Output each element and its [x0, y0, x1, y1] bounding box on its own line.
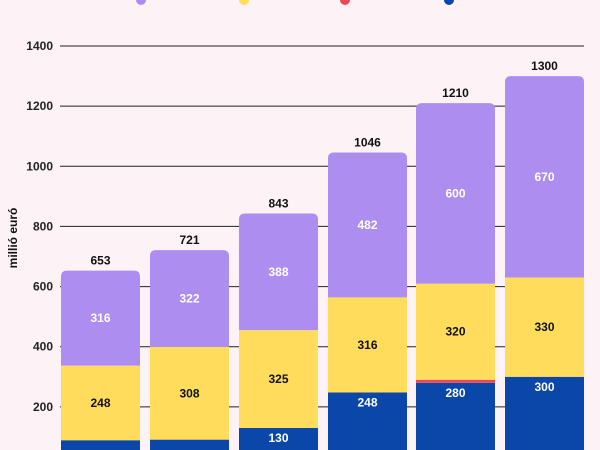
bar-segment — [416, 379, 495, 383]
segment-value-label: 316 — [357, 338, 377, 352]
bar-segment — [150, 439, 229, 450]
bar-segment — [61, 270, 140, 366]
bar-segment — [416, 283, 495, 380]
bar-total-label: 1300 — [531, 59, 558, 73]
bar-segment — [150, 250, 229, 348]
y-axis-label: millió euró — [6, 208, 20, 269]
segment-value-label: 130 — [268, 431, 288, 445]
bar-segment — [239, 213, 318, 331]
legend-swatch — [239, 0, 249, 5]
y-tick-label: 1000 — [26, 159, 53, 173]
segment-value-label: 322 — [179, 292, 199, 306]
bar-segment — [328, 152, 407, 298]
segment-value-label: 670 — [534, 170, 554, 184]
segment-value-label: 330 — [534, 320, 554, 334]
bars: 248 316 653 308 322 721 130 325 388 843 248 316 482 1… — [61, 59, 584, 450]
bar-total-label: 843 — [268, 196, 288, 210]
bar-segment — [328, 392, 407, 450]
bar-total-label: 721 — [179, 233, 199, 247]
bar-segment — [505, 376, 584, 450]
segment-value-label: 280 — [445, 386, 465, 400]
bar-segment — [416, 103, 495, 284]
gridlines — [60, 45, 584, 408]
bar-segment — [239, 427, 318, 450]
segment-value-label: 388 — [268, 265, 288, 279]
bar-stack: 280 320 600 1210 — [416, 86, 495, 450]
y-axis: 200 400 600 800 1000 1200 1400 — [26, 39, 53, 414]
bar-total-label: 1210 — [442, 86, 469, 100]
y-tick-label: 800 — [33, 219, 53, 233]
bar-segment — [61, 365, 140, 441]
segment-value-label: 308 — [179, 386, 199, 400]
segment-value-label: 248 — [357, 395, 377, 409]
legend-swatch — [340, 0, 350, 5]
bar-stack: 248 316 482 1046 — [328, 135, 407, 450]
y-tick-label: 1400 — [26, 39, 53, 53]
legend-swatch — [136, 0, 146, 5]
y-tick-label: 1200 — [26, 99, 53, 113]
bar-stack: 248 316 653 — [61, 254, 140, 450]
bar-segment — [61, 440, 140, 450]
bar-segment — [328, 297, 407, 393]
bar-total-label: 1046 — [354, 135, 381, 149]
legend-swatch — [444, 0, 454, 5]
bar-stack: 300 330 670 1300 — [505, 59, 584, 450]
segment-value-label: 482 — [357, 218, 377, 232]
segment-value-label: 316 — [90, 311, 110, 325]
bar-segment — [505, 277, 584, 377]
bar-segment — [505, 76, 584, 278]
legend — [136, 0, 454, 5]
y-tick-label: 200 — [33, 400, 53, 414]
bar-stack: 130 325 388 843 — [239, 196, 318, 450]
bar-segment — [416, 382, 495, 450]
segment-value-label: 320 — [445, 325, 465, 339]
segment-value-label: 300 — [534, 380, 554, 394]
segment-value-label: 325 — [268, 372, 288, 386]
bar-stack: 308 322 721 — [150, 233, 229, 450]
y-tick-label: 400 — [33, 340, 53, 354]
segment-value-label: 248 — [90, 396, 110, 410]
bar-segment — [239, 330, 318, 428]
bar-total-label: 653 — [90, 254, 110, 268]
bar-segment — [150, 347, 229, 440]
segment-value-label: 600 — [445, 186, 465, 200]
y-tick-label: 600 — [33, 280, 53, 294]
